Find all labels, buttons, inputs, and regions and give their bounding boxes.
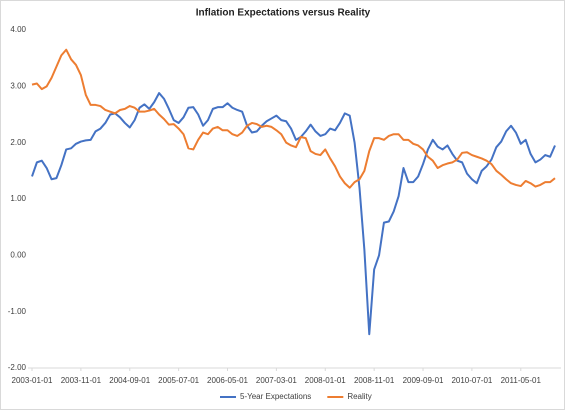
y-tick-label: 2.00: [10, 138, 26, 147]
x-tick-label: 2006-05-01: [207, 376, 248, 385]
x-tick-label: 2008-11-01: [354, 376, 395, 385]
y-tick-label: 3.00: [10, 81, 26, 90]
series-line: [31, 92, 556, 336]
x-tick-label: 2009-09-01: [403, 376, 444, 385]
x-tick-label: 2008-01-01: [305, 376, 346, 385]
y-tick-label: -2.00: [8, 363, 27, 372]
y-tick-label: 4.00: [10, 25, 26, 34]
x-tick-label: 2007-03-01: [256, 376, 297, 385]
x-tick-label: 2003-11-01: [61, 376, 102, 385]
x-tick-label: 2005-07-01: [158, 376, 199, 385]
x-tick-label: 2011-05-01: [501, 376, 542, 385]
x-tick-label: 2004-09-01: [109, 376, 150, 385]
legend-label: 5-Year Expectations: [240, 392, 311, 401]
y-tick-label: 1.00: [10, 194, 26, 203]
legend-label: Reality: [347, 392, 371, 401]
series-line: [31, 48, 556, 189]
y-tick-label: -1.00: [8, 307, 27, 316]
y-tick-label: 0.00: [10, 250, 26, 259]
x-tick-label: 2010-07-01: [451, 376, 492, 385]
x-tick-label: 2003-01-01: [12, 376, 53, 385]
chart-title: Inflation Expectations versus Reality: [196, 8, 371, 19]
